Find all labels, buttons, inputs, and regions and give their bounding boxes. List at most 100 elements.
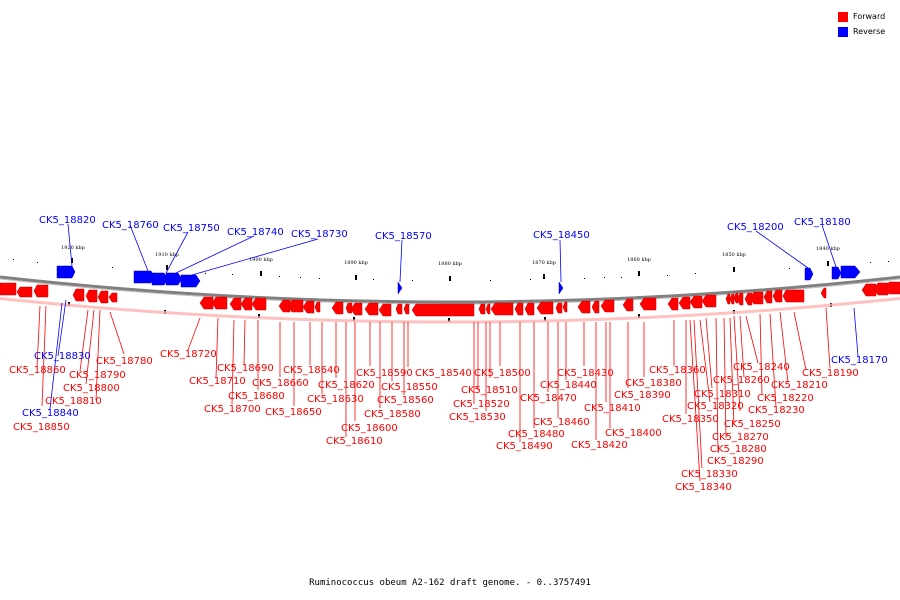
gene-label: CK5_18750 — [163, 223, 220, 234]
gene-ck5-18810[interactable] — [72, 288, 85, 302]
gene-label: CK5_18840 — [22, 408, 79, 419]
gene-ck5-18550[interactable] — [403, 303, 410, 315]
gene-ck5-18420[interactable] — [591, 300, 600, 314]
gene-ck5-18720[interactable] — [199, 296, 214, 310]
gene-ck5-18850[interactable] — [16, 286, 33, 298]
gene-ck5-18350[interactable] — [678, 296, 691, 310]
gene-label: CK5_18320 — [687, 401, 744, 412]
gene-ck5-18510[interactable] — [490, 302, 514, 316]
gene-label: CK5_18830 — [34, 351, 91, 362]
gene-ck5-18280[interactable] — [729, 293, 735, 305]
gene-ck5-18500[interactable] — [514, 302, 524, 316]
gene-ck5-18470[interactable] — [536, 301, 554, 315]
gene-ck5-18640[interactable] — [302, 300, 315, 314]
gene-ck5-18590[interactable] — [364, 302, 379, 316]
gene-label: CK5_18760 — [102, 220, 159, 231]
gene-ck5-18430[interactable] — [577, 300, 591, 314]
gene-ck5-18700[interactable] — [229, 297, 242, 311]
gene-ck5-18290[interactable] — [725, 293, 731, 305]
legend: Forward Reverse — [838, 9, 900, 39]
gene-ck5-18180[interactable] — [840, 265, 861, 279]
gene-label: CK5_18540 — [415, 368, 472, 379]
legend-reverse-label: Reverse — [853, 27, 886, 36]
gene-ck5-18380[interactable] — [639, 297, 657, 311]
gene-ck5-18410[interactable] — [600, 299, 615, 313]
gene-ck5-18750[interactable] — [151, 272, 169, 286]
gene-ck5-18780[interactable] — [108, 292, 118, 303]
scale-label: 1870 kbp — [532, 260, 556, 266]
gene-ck5-18580[interactable] — [378, 303, 392, 317]
gene-label: CK5_18180 — [794, 217, 851, 228]
gene-ck5-18360[interactable] — [667, 297, 679, 311]
gene-label: CK5_18600 — [341, 423, 398, 434]
gene-label: CK5_18740 — [227, 227, 284, 238]
gene-ck5-18260[interactable] — [736, 292, 744, 306]
gene-ck5-18860[interactable] — [0, 282, 17, 296]
gene-ck5-18390[interactable] — [622, 298, 634, 312]
gene-ck5-18150[interactable] — [885, 281, 900, 295]
gene-label: CK5_18420 — [571, 440, 628, 451]
gene-ck5-18180[interactable] — [831, 266, 842, 280]
gene-ck5-18450[interactable] — [558, 281, 564, 295]
gene-ck5-18240[interactable] — [749, 291, 764, 305]
gene-label: CK5_18510 — [461, 385, 518, 396]
gene-ck5-18820[interactable] — [64, 265, 76, 279]
gene-label: CK5_18620 — [318, 380, 375, 391]
gene-label: CK5_18410 — [584, 403, 641, 414]
gene-ck5-18440[interactable] — [562, 301, 568, 313]
gene-label: CK5_18630 — [307, 394, 364, 405]
gene-ck5-18660[interactable] — [278, 299, 291, 313]
scale-label: 1910 kbp — [155, 252, 179, 258]
gene-ck5-18800[interactable] — [85, 289, 98, 303]
gene-label: CK5_18360 — [649, 365, 706, 376]
gene-ck5-18570[interactable] — [397, 281, 403, 295]
gene-ck5-18190[interactable] — [820, 287, 827, 299]
gene-label: CK5_18550 — [381, 382, 438, 393]
gene-ck5-18220[interactable] — [772, 289, 783, 303]
gene-label: CK5_18790 — [69, 370, 126, 381]
gene-ck5-18840[interactable] — [33, 284, 49, 298]
gene-label: CK5_18470 — [520, 393, 577, 404]
gene-label: CK5_18460 — [533, 417, 590, 428]
gene-ck5-18710[interactable] — [211, 296, 228, 310]
gene-ck5-18200[interactable] — [804, 267, 814, 281]
gene-ck5-18540[interactable] — [411, 303, 475, 317]
gene-ck5-18560[interactable] — [395, 303, 403, 315]
gene-ck5-18600[interactable] — [350, 302, 363, 316]
gene-label: CK5_18660 — [252, 378, 309, 389]
gene-ck5-18460[interactable] — [555, 302, 563, 314]
gene-ck5-18680[interactable] — [251, 297, 267, 311]
gene-label: CK5_18800 — [63, 383, 120, 394]
gene-ck5-18230[interactable] — [763, 290, 773, 304]
gene-ck5-18250[interactable] — [744, 292, 753, 306]
gene-ck5-18730[interactable] — [180, 274, 201, 288]
gene-ck5-18790[interactable] — [97, 290, 109, 304]
gene-ck5-18270[interactable] — [733, 292, 739, 304]
gene-label: CK5_18820 — [39, 215, 96, 226]
gene-label: CK5_18340 — [675, 482, 732, 493]
gene-ck5-18210[interactable] — [782, 289, 805, 303]
gene-ck5-18650[interactable] — [287, 299, 304, 313]
gene-label: CK5_18280 — [710, 444, 767, 455]
gene-ck5-18530[interactable] — [478, 303, 486, 315]
gene-label: CK5_18580 — [364, 409, 421, 420]
gene-ck5-18340[interactable] — [689, 295, 703, 309]
gene-label: CK5_18860 — [9, 365, 66, 376]
gene-ck5-18740[interactable] — [165, 272, 183, 286]
scale-label: 1860 kbp — [627, 257, 651, 263]
gene-label: CK5_18810 — [45, 396, 102, 407]
gene-label: CK5_18310 — [694, 389, 751, 400]
gene-ck5-18320[interactable] — [701, 294, 717, 308]
gene-ck5-18480[interactable] — [524, 302, 535, 316]
forward-swatch — [838, 11, 848, 22]
legend-forward: Forward — [838, 9, 900, 24]
gene-ck5-18520[interactable] — [485, 303, 491, 315]
gene-ck5-18690[interactable] — [240, 297, 253, 311]
gene-ck5-18170[interactable] — [861, 283, 877, 297]
gene-ck5-18630[interactable] — [314, 301, 321, 313]
gene-ck5-18160[interactable] — [873, 282, 889, 296]
gene-ck5-18610[interactable] — [345, 302, 353, 314]
gene-ck5-18620[interactable] — [331, 301, 344, 315]
gene-label: CK5_18780 — [96, 356, 153, 367]
